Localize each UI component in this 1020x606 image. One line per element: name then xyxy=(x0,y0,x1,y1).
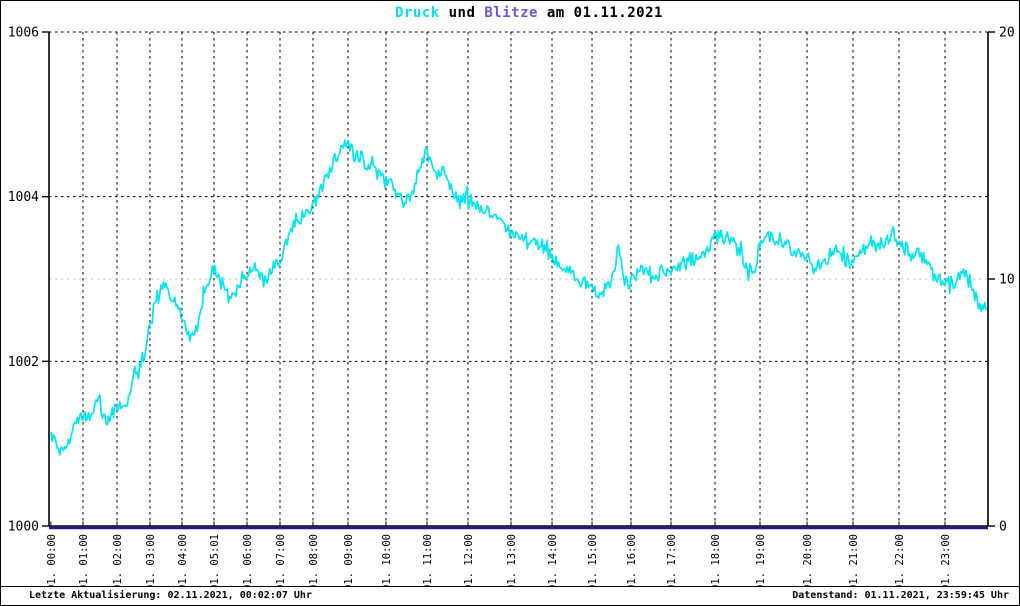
svg-text:01. 04:00: 01. 04:00 xyxy=(177,534,189,587)
svg-text:01. 06:00: 01. 06:00 xyxy=(242,534,254,587)
druck-series-line xyxy=(50,139,987,456)
svg-text:01. 07:00: 01. 07:00 xyxy=(275,534,287,587)
svg-text:01. 19:00: 01. 19:00 xyxy=(755,534,767,587)
svg-text:01. 11:00: 01. 11:00 xyxy=(422,534,434,587)
svg-text:01. 23:00: 01. 23:00 xyxy=(940,534,952,587)
x-tick-labels: 01. 00:00 01. 01:00 01. 02:00 01. 03:00 01. … xyxy=(46,534,952,587)
svg-text:01. 15:00: 01. 15:00 xyxy=(587,534,599,587)
svg-text:01. 08:00: 01. 08:00 xyxy=(308,534,320,587)
svg-text:01. 10:00: 01. 10:00 xyxy=(381,534,393,587)
chart-title-blitze: Blitze xyxy=(484,5,538,21)
svg-text:0: 0 xyxy=(999,520,1007,535)
svg-text:01. 14:00: 01. 14:00 xyxy=(547,534,559,587)
svg-text:01. 21:00: 01. 21:00 xyxy=(848,534,860,587)
svg-text:01. 18:00: 01. 18:00 xyxy=(710,534,722,587)
svg-text:1004: 1004 xyxy=(8,190,39,205)
svg-text:01. 00:00: 01. 00:00 xyxy=(46,534,58,587)
data-timestamp-text: Datenstand: 01.11.2021, 23:59:45 Uhr xyxy=(792,590,1009,601)
svg-text:01. 13:00: 01. 13:00 xyxy=(506,534,518,587)
svg-text:01. 12:00: 01. 12:00 xyxy=(463,534,475,587)
svg-text:01. 02:00: 01. 02:00 xyxy=(112,534,124,587)
svg-text:01. 17:00: 01. 17:00 xyxy=(666,534,678,587)
chart-title-date: am 01.11.2021 xyxy=(537,5,663,21)
pressure-lightning-chart: 01. 00:00 01. 01:00 01. 02:00 01. 03:00 01. … xyxy=(8,26,1015,588)
svg-text:01. 09:00: 01. 09:00 xyxy=(343,534,355,587)
svg-text:01. 05:01: 01. 05:01 xyxy=(209,534,221,587)
svg-text:01. 20:00: 01. 20:00 xyxy=(802,534,814,587)
svg-text:01. 03:00: 01. 03:00 xyxy=(145,534,157,587)
y-axis-right: 0 10 20 xyxy=(988,26,1015,535)
svg-text:1006: 1006 xyxy=(8,26,39,41)
svg-text:10: 10 xyxy=(999,273,1015,288)
chart-title: Druck und Blitze am 01.11.2021 xyxy=(49,5,1009,23)
last-update-text: Letzte Aktualisierung: 02.11.2021, 00:02… xyxy=(29,590,312,601)
svg-text:20: 20 xyxy=(999,26,1015,41)
svg-text:1000: 1000 xyxy=(8,520,39,535)
svg-text:01. 22:00: 01. 22:00 xyxy=(894,534,906,587)
svg-text:01. 01:00: 01. 01:00 xyxy=(78,534,90,587)
y-axis-left: 1000 1002 1004 1006 xyxy=(8,26,49,535)
svg-text:1002: 1002 xyxy=(8,355,39,370)
status-bar: Letzte Aktualisierung: 02.11.2021, 00:02… xyxy=(1,586,1019,605)
chart-title-und: und xyxy=(439,5,485,21)
chart-title-druck: Druck xyxy=(395,5,440,21)
svg-text:01. 16:00: 01. 16:00 xyxy=(626,534,638,587)
y-gridlines xyxy=(49,31,988,362)
